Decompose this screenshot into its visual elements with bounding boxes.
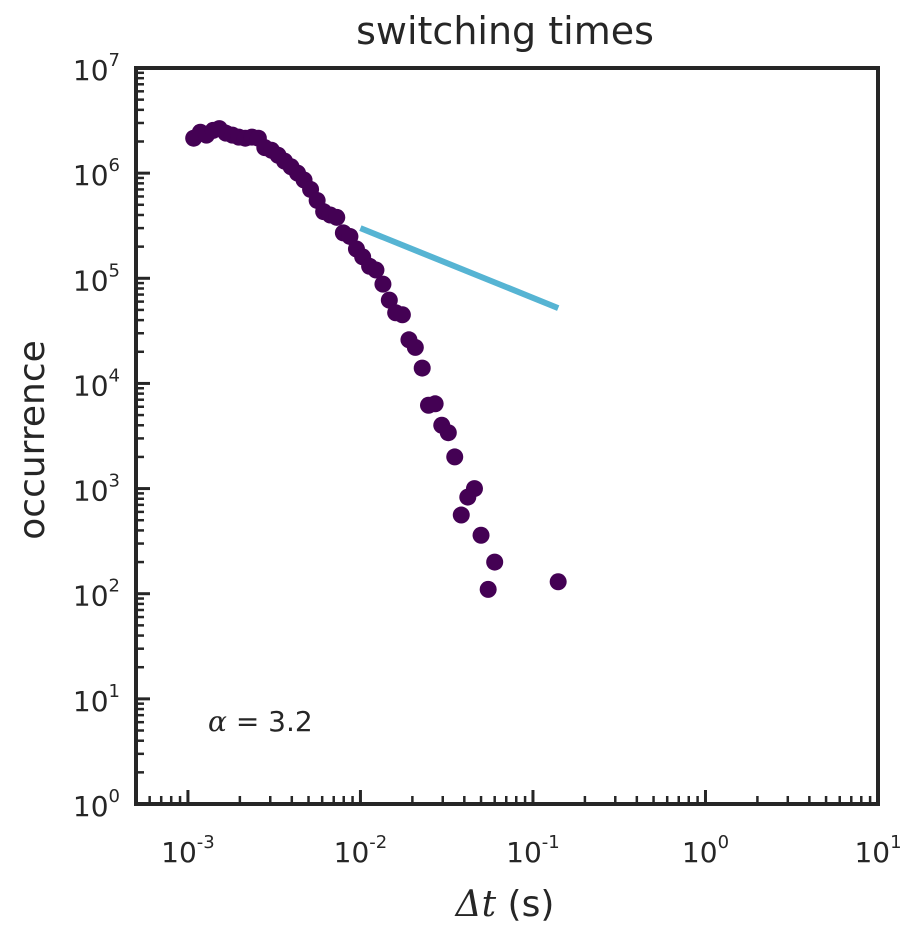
y-tick-exponent: 2 [109, 576, 120, 597]
data-point [367, 261, 385, 279]
x-tick-base: 10 [506, 836, 542, 869]
chart-title: switching times [356, 9, 654, 53]
x-tick-exponent: -1 [542, 832, 560, 853]
data-point [446, 448, 464, 466]
y-axis-label: occurrence [12, 340, 53, 540]
fit-line-layer [359, 225, 560, 311]
y-tick-base: 10 [73, 685, 109, 718]
data-point [549, 573, 567, 591]
y-tick-exponent: 6 [109, 155, 120, 176]
x-axis-symbol: Δt [454, 884, 497, 925]
x-tick-label: 10-2 [334, 832, 388, 869]
x-tick-exponent: -3 [197, 832, 215, 853]
data-point [380, 291, 398, 309]
y-tick-label: 100 [73, 786, 120, 823]
data-point [393, 306, 411, 324]
x-tick-base: 10 [854, 836, 890, 869]
data-point [486, 553, 504, 571]
annotation-text: = 3.2 [227, 705, 313, 738]
y-tick-label: 107 [73, 50, 120, 87]
data-point [439, 424, 457, 442]
y-tick-exponent: 0 [109, 786, 120, 807]
fit-line [359, 225, 560, 311]
major-ticks [136, 66, 880, 806]
annotation-symbol: α [208, 705, 227, 738]
y-tick-exponent: 7 [109, 50, 120, 71]
x-tick-labels: 10-3 10-2 10-1 100 101 [161, 832, 901, 869]
x-tick-label: 100 [682, 832, 729, 869]
minor-ticks [134, 71, 872, 804]
annotation-alpha: α = 3.2 [208, 705, 313, 738]
data-point [479, 580, 497, 598]
data-point [413, 359, 431, 377]
plot-frame [134, 66, 880, 806]
data-point [426, 395, 444, 413]
y-tick-base: 10 [73, 580, 109, 613]
y-tick-base: 10 [73, 790, 109, 823]
y-tick-base: 10 [73, 159, 109, 192]
y-tick-exponent: 4 [109, 365, 120, 386]
y-tick-exponent: 3 [109, 471, 120, 492]
x-tick-exponent: -2 [369, 832, 387, 853]
x-tick-base: 10 [682, 836, 718, 869]
y-tick-label: 103 [73, 471, 120, 508]
x-axis-unit: (s) [508, 884, 555, 925]
data-point [406, 338, 424, 356]
x-tick-label: 10-3 [161, 832, 215, 869]
y-tick-label: 104 [73, 365, 120, 402]
x-axis-label: Δt (s) [454, 884, 555, 925]
data-point [328, 208, 346, 226]
data-point [452, 506, 470, 524]
y-tick-label: 101 [73, 681, 120, 718]
y-tick-base: 10 [73, 475, 109, 508]
y-tick-label: 106 [73, 155, 120, 192]
x-tick-exponent: 1 [890, 832, 901, 853]
x-tick-exponent: 0 [718, 832, 729, 853]
y-tick-exponent: 1 [109, 681, 120, 702]
x-tick-label: 10-1 [506, 832, 560, 869]
x-tick-label: 101 [854, 832, 901, 869]
y-tick-label: 105 [73, 260, 120, 297]
y-tick-base: 10 [73, 54, 109, 87]
y-tick-base: 10 [73, 369, 109, 402]
data-point [374, 275, 392, 293]
x-tick-base: 10 [161, 836, 197, 869]
data-point [472, 526, 490, 544]
x-tick-base: 10 [334, 836, 370, 869]
y-tick-exponent: 5 [109, 260, 120, 281]
scatter-points [185, 120, 567, 598]
y-tick-label: 102 [73, 576, 120, 613]
data-point [465, 480, 483, 498]
x-axis-unit-gap [496, 884, 507, 925]
y-tick-base: 10 [73, 264, 109, 297]
data-point [341, 227, 359, 245]
